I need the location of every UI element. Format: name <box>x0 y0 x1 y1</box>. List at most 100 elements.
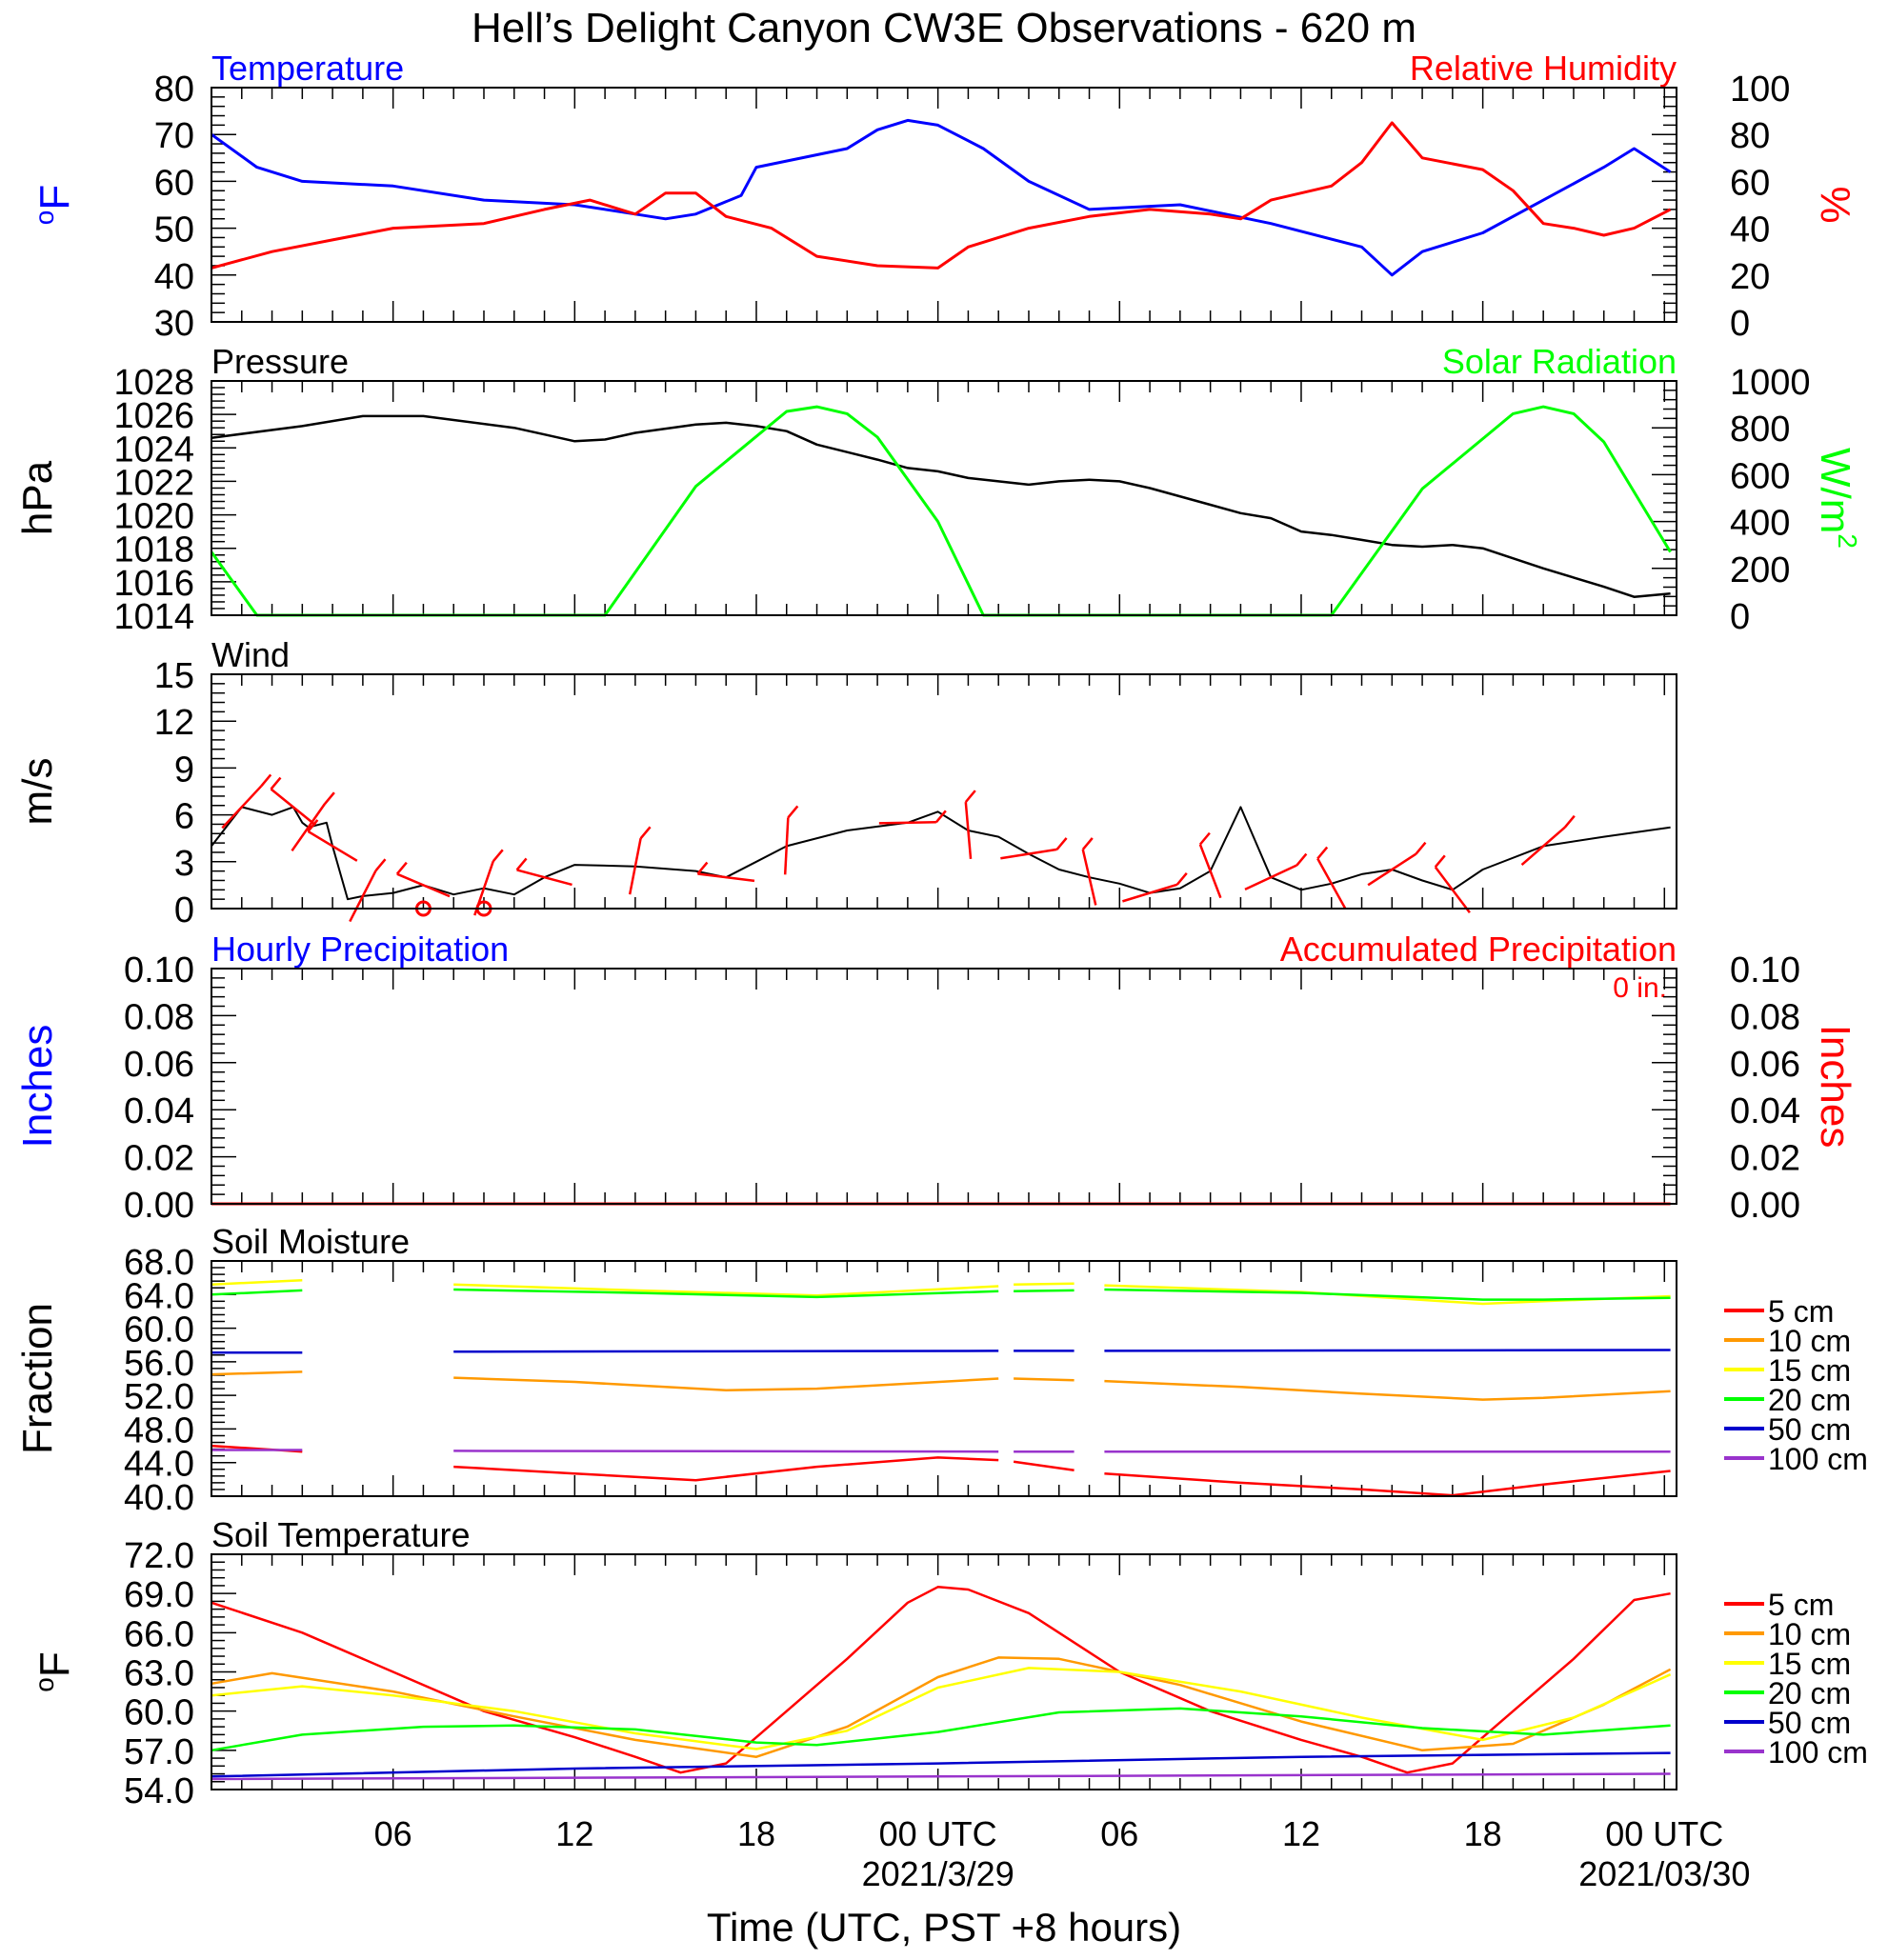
y-tick-label-right: 60 <box>1730 163 1770 203</box>
wind-barb-flag <box>1175 872 1188 886</box>
y-axis-label-right: W/m2 <box>1812 448 1862 549</box>
y-axis-label-right: Inches <box>1812 1025 1858 1149</box>
wind-barb-flag <box>1295 852 1308 867</box>
panel-title: Soil Temperature <box>211 1515 470 1554</box>
wind-barb <box>473 860 494 916</box>
y-tick-label: 60.0 <box>124 1310 194 1350</box>
y-axis-label: Inches <box>14 1025 61 1149</box>
wind-barb-flag <box>696 861 709 875</box>
unit-letter: F <box>31 185 78 210</box>
wind-barb <box>221 785 263 830</box>
degree-symbol: o <box>30 210 59 226</box>
y-axis-label: Fraction <box>14 1303 61 1454</box>
y-tick-label-right: 0.02 <box>1730 1139 1800 1179</box>
panel-title: Hourly Precipitation <box>211 930 509 969</box>
panel-3: Wind m/s 0 3 6 9 12 15 <box>14 635 1677 930</box>
panel-title: Wind <box>211 635 290 674</box>
y-tick-label: 48.0 <box>124 1410 194 1450</box>
panel-4: Hourly Precipitation Accumulated Precipit… <box>14 930 1858 1226</box>
y-tick-label: 64.0 <box>124 1276 194 1316</box>
panel-title: Pressure <box>211 342 349 381</box>
x-date-label: 2021/03/30 <box>1578 1854 1750 1893</box>
y-tick-label: 57.0 <box>124 1732 194 1772</box>
y-tick-label: 44.0 <box>124 1445 194 1485</box>
y-tick-label-right: 0 <box>1730 304 1750 344</box>
y-tick-label: 50 <box>154 210 194 250</box>
wind-barb-flag <box>964 790 976 803</box>
y-tick-label: 1018 <box>113 530 194 570</box>
wind-barb-flag <box>1198 831 1211 846</box>
wind-barb <box>1122 883 1178 903</box>
y-tick-label: 0.10 <box>124 950 194 990</box>
relative-humidity-line <box>211 121 1672 270</box>
plot-frame <box>211 87 1677 323</box>
soil-moisture-line <box>1014 1377 1075 1382</box>
panel-title: Temperature <box>211 49 404 88</box>
y-tick-label-right: 0 <box>1730 597 1750 637</box>
x-date-label: 2021/3/29 <box>862 1854 1014 1893</box>
x-tick-label: 12 <box>1282 1814 1320 1853</box>
wind-barb-flag <box>1316 846 1329 860</box>
legend-label: 10 cm <box>1768 1324 1851 1358</box>
y-tick-label-right: 1000 <box>1730 363 1811 403</box>
plot-frame <box>211 968 1677 1205</box>
y-tick-label-right: 80 <box>1730 116 1770 156</box>
y-tick-label: 3 <box>174 844 194 884</box>
wind-barb <box>1520 826 1566 867</box>
soil-moisture-line <box>453 1283 999 1297</box>
soil-moisture-line <box>1104 1470 1671 1497</box>
x-axis-label: Time (UTC, PST +8 hours) <box>707 1905 1181 1950</box>
y-tick-label: 52.0 <box>124 1377 194 1417</box>
soil-moisture-line <box>453 1456 999 1482</box>
wind-barb <box>1244 864 1297 891</box>
y-tick-label: 30 <box>154 304 194 344</box>
y-tick-label: 1020 <box>113 497 194 537</box>
x-tick-label: 00 UTC <box>879 1814 997 1853</box>
soil-moisture-line <box>453 1376 999 1392</box>
y-tick-label-right: 600 <box>1730 456 1790 496</box>
y-tick-label: 0.02 <box>124 1139 194 1179</box>
panel-1: Temperature Relative Humidity oF % 30 40 50 60 7… <box>30 49 1858 344</box>
soil-temperature-line <box>211 1656 1672 1758</box>
wind-barb <box>878 821 936 825</box>
unit-letter: F <box>31 1651 78 1677</box>
wind-barb-flag <box>1563 814 1576 829</box>
legend-label: 15 cm <box>1768 1647 1851 1681</box>
soil-moisture-line <box>1014 1282 1075 1286</box>
legend-label: 50 cm <box>1768 1412 1851 1447</box>
soil-temperature-line <box>211 1707 1671 1752</box>
soil-moisture-line <box>1104 1284 1671 1306</box>
y-tick-label: 6 <box>174 797 194 837</box>
y-tick-label: 0.04 <box>124 1091 194 1131</box>
wind-barb <box>396 872 451 898</box>
soil-moisture-line <box>211 1279 303 1286</box>
y-tick-label: 56.0 <box>124 1344 194 1384</box>
y-tick-label: 9 <box>174 750 194 790</box>
plot-frame <box>211 673 1677 910</box>
y-axis-label: oF <box>30 185 78 225</box>
wind-barb-flag <box>492 849 504 863</box>
soil-temperature-line <box>211 1772 1671 1781</box>
plot-frame <box>211 1260 1677 1497</box>
x-tick-label: 18 <box>737 1814 775 1853</box>
y-axis-label-right: % <box>1812 186 1858 223</box>
x-tick-label: 12 <box>555 1814 593 1853</box>
solar-radiation-line <box>210 405 1672 617</box>
precip-total: 0 in. <box>1613 972 1667 1004</box>
degree-symbol: o <box>30 1677 59 1692</box>
legend-label: 20 cm <box>1768 1383 1851 1417</box>
panel-title-right: Relative Humidity <box>1410 49 1677 88</box>
wind-barb-flag <box>270 776 282 790</box>
y-tick-label-right: 40 <box>1730 210 1770 250</box>
soil-moisture-line <box>453 1350 999 1353</box>
y-tick-label-right: 0.00 <box>1730 1186 1800 1226</box>
wind-barb <box>291 803 326 852</box>
soil-moisture-line <box>1104 1288 1671 1301</box>
y-tick-label: 40 <box>154 257 194 297</box>
wind-barb <box>307 830 358 862</box>
wind-barb <box>697 872 755 883</box>
soil-moisture-line <box>211 1289 303 1296</box>
x-tick-label: 18 <box>1464 1814 1502 1853</box>
